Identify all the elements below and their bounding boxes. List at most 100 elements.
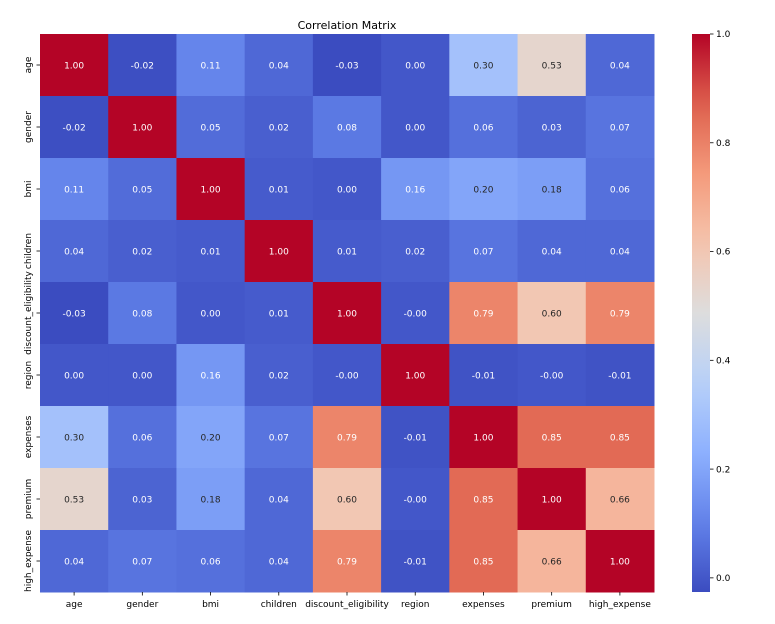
cell-annotation: 0.66 xyxy=(542,558,562,568)
cell-annotation: 0.07 xyxy=(610,124,630,134)
cell-annotation: 0.53 xyxy=(64,496,84,506)
heatmap-cell xyxy=(381,282,450,345)
heatmap-cell xyxy=(381,344,450,407)
heatmap-cell xyxy=(585,530,655,593)
colorbar-ticks: 0.0 0.2 0.4 0.6 0.8 1.0 xyxy=(710,30,731,584)
y-tick-label: age xyxy=(24,56,34,73)
cell-annotation: -0.00 xyxy=(540,372,564,382)
x-tick-label: children xyxy=(261,600,297,610)
cell-annotation: -0.01 xyxy=(472,372,495,382)
cell-annotation: 1.00 xyxy=(201,186,221,196)
cell-annotation: 0.00 xyxy=(337,186,357,196)
cell-annotation: 0.60 xyxy=(337,496,357,506)
heatmap-cell xyxy=(449,158,519,221)
x-tick-label: bmi xyxy=(202,600,219,610)
heatmap-cell xyxy=(108,530,177,593)
heatmap-cell xyxy=(244,34,314,97)
cell-annotation: 0.30 xyxy=(473,62,493,72)
cell-annotation: 0.11 xyxy=(201,62,221,72)
cell-annotation: 0.01 xyxy=(269,310,289,320)
heatmap-cell xyxy=(517,34,587,97)
heatmap-cell xyxy=(381,34,450,97)
heatmap-cell xyxy=(517,468,587,531)
cell-annotation: -0.01 xyxy=(404,434,427,444)
heatmap-cell xyxy=(517,158,587,221)
cell-annotation: 1.00 xyxy=(64,62,84,72)
heatmap-cell xyxy=(176,158,246,221)
heatmap-cell xyxy=(244,220,314,283)
cell-annotation: -0.03 xyxy=(335,62,358,72)
heatmap-cell xyxy=(176,96,246,159)
heatmap-cell xyxy=(244,282,314,345)
heatmap-cell xyxy=(244,406,314,469)
heatmap-cell xyxy=(108,406,177,469)
heatmap-cell xyxy=(312,158,382,221)
heatmap-cell xyxy=(381,406,450,469)
heatmap-cell xyxy=(108,220,177,283)
x-tick-label: gender xyxy=(126,600,158,610)
x-tick-label: expenses xyxy=(462,600,505,610)
heatmap-cell xyxy=(585,220,655,283)
heatmap-cell xyxy=(312,530,382,593)
cell-annotation: 0.02 xyxy=(269,372,289,382)
heatmap-cell xyxy=(108,34,177,97)
cell-annotation: 0.53 xyxy=(542,62,562,72)
colorbar-tick-label: 0.0 xyxy=(716,574,731,584)
heatmap-cell xyxy=(176,344,246,407)
heatmap-cell xyxy=(244,468,314,531)
cell-annotation: 0.01 xyxy=(269,186,289,196)
colorbar-tick-label: 1.0 xyxy=(716,30,731,40)
cell-annotation: -0.00 xyxy=(404,310,428,320)
heatmap-cell xyxy=(312,406,382,469)
heatmap-cell xyxy=(176,468,246,531)
cell-annotation: 0.20 xyxy=(473,186,493,196)
cell-annotation: 0.04 xyxy=(269,496,289,506)
cell-annotation: 0.04 xyxy=(269,62,289,72)
heatmap-cell xyxy=(176,220,246,283)
cell-annotation: 0.02 xyxy=(132,248,152,258)
heatmap-cell xyxy=(449,406,519,469)
cell-annotation: 0.79 xyxy=(337,558,357,568)
y-tick-label: discount_eligibility xyxy=(24,271,34,355)
cell-annotation: 0.30 xyxy=(64,434,84,444)
cell-annotation: 0.00 xyxy=(64,372,84,382)
heatmap-cell xyxy=(381,530,450,593)
heatmap-cell xyxy=(108,282,177,345)
cell-annotation: 0.07 xyxy=(132,558,152,568)
heatmap-cell xyxy=(312,34,382,97)
heatmap-cell xyxy=(40,530,109,593)
cell-annotation: -0.01 xyxy=(404,558,427,568)
heatmap-cell xyxy=(312,220,382,283)
cell-annotation: 0.85 xyxy=(542,434,562,444)
y-tick-labels: age gender bmi children discount_eligibility… xyxy=(24,56,40,592)
heatmap-cell xyxy=(312,344,382,407)
heatmap-cell xyxy=(449,282,519,345)
heatmap-cell xyxy=(517,530,587,593)
cell-annotation: 0.00 xyxy=(405,124,425,134)
heatmap-cell xyxy=(108,468,177,531)
cell-annotation: 0.06 xyxy=(610,186,630,196)
cell-annotation: 0.02 xyxy=(405,248,425,258)
cell-annotation: 0.18 xyxy=(201,496,221,506)
heatmap-cell xyxy=(40,158,109,221)
x-tick-label: premium xyxy=(531,600,572,610)
y-tick-label: children xyxy=(24,233,34,269)
cell-annotation: 0.04 xyxy=(610,248,630,258)
y-tick-label: high_expense xyxy=(24,530,34,592)
cell-annotation: 1.00 xyxy=(542,496,562,506)
heatmap-cell xyxy=(585,344,655,407)
colorbar xyxy=(692,34,710,592)
x-tick-label: region xyxy=(401,600,429,610)
cell-annotation: 1.00 xyxy=(269,248,289,258)
x-tick-label: age xyxy=(66,600,83,610)
cell-annotation: -0.02 xyxy=(131,62,154,72)
y-tick-label: premium xyxy=(24,479,34,520)
cell-annotation: 0.01 xyxy=(201,248,221,258)
cell-annotation: 1.00 xyxy=(610,558,630,568)
heatmap-cell xyxy=(40,34,109,97)
heatmap-cell xyxy=(244,530,314,593)
cell-annotation: 0.04 xyxy=(542,248,562,258)
heatmap-cell xyxy=(108,96,177,159)
cell-annotation: 0.16 xyxy=(201,372,221,382)
